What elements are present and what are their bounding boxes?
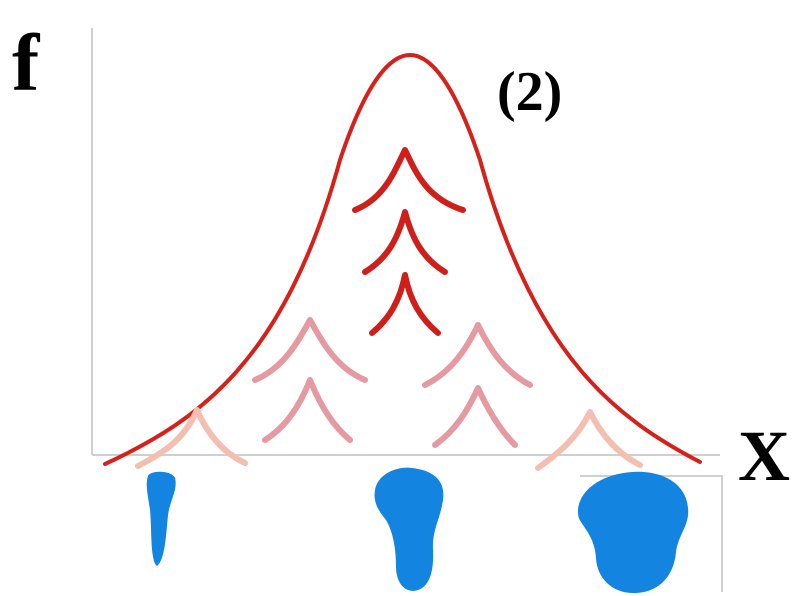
medium-droplet-icon bbox=[374, 467, 444, 591]
mid-peak-upper-right bbox=[422, 322, 533, 388]
curve-label: (2) bbox=[497, 61, 562, 123]
dark-peak-2 bbox=[362, 209, 448, 275]
main-distribution-curve bbox=[103, 53, 702, 466]
x-axis-label: X bbox=[738, 416, 790, 496]
large-droplet-icon bbox=[578, 471, 689, 594]
light-peak-left bbox=[135, 407, 248, 469]
y-axis-label: f bbox=[12, 17, 41, 108]
dark-peak-1 bbox=[352, 147, 466, 213]
mid-peak-lower-left bbox=[262, 377, 353, 443]
dark-peak-3 bbox=[369, 272, 441, 336]
mid-peak-lower-right bbox=[432, 385, 518, 448]
light-peak-right bbox=[535, 409, 643, 471]
small-droplet-icon bbox=[146, 471, 176, 566]
mid-peak-upper-left bbox=[252, 317, 368, 383]
